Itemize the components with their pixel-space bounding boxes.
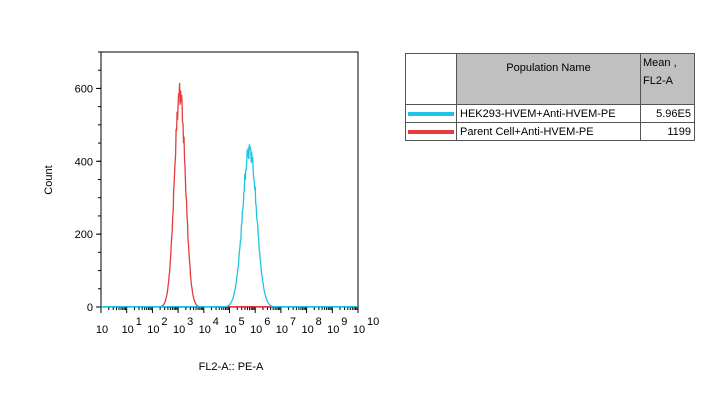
plot-frame	[100, 51, 359, 308]
x-tick-label-base: 10	[327, 324, 339, 336]
legend-row: HEK293-HVEM+Anti-HVEM-PE 5.96E5	[405, 104, 695, 123]
legend-header-blank	[405, 53, 457, 105]
legend-row-name: HEK293-HVEM+Anti-HVEM-PE	[456, 104, 641, 123]
y-tick-label: 200	[75, 229, 93, 241]
x-tick-label-base: 10	[353, 324, 365, 336]
x-tick-label-exponent: 3	[187, 316, 193, 328]
x-tick-label-exponent: 2	[161, 316, 167, 328]
legend-row-mean: 5.96E5	[640, 104, 695, 123]
legend-header-stat-line1: Mean ,	[643, 57, 677, 69]
y-tick-label: 0	[87, 302, 93, 314]
x-tick-label-base: 10	[301, 324, 313, 336]
x-tick-label-exponent: 1	[136, 316, 142, 328]
x-tick-label-exponent: 5	[239, 316, 245, 328]
y-axis-label: Count	[43, 165, 55, 194]
legend-swatch-hvem	[408, 111, 454, 116]
x-tick-label-base: 10	[96, 324, 108, 336]
x-axis-label: FL2-A:: PE-A	[199, 361, 264, 373]
legend-row-mean: 1199	[640, 122, 695, 141]
legend-row: Parent Cell+Anti-HVEM-PE 1199	[405, 122, 695, 141]
legend-row-name: Parent Cell+Anti-HVEM-PE	[456, 122, 641, 141]
x-tick-label-base: 10	[122, 324, 134, 336]
legend-swatch-cell	[405, 122, 457, 141]
x-tick-label-exponent: 9	[341, 316, 347, 328]
x-tick-label-exponent: 4	[213, 316, 219, 328]
histogram-curves	[101, 82, 358, 308]
histogram-series-parent-cell	[101, 82, 358, 308]
x-tick-label-exponent: 10	[367, 316, 379, 328]
x-tick-label-base: 10	[250, 324, 262, 336]
x-tick-label-base: 10	[147, 324, 159, 336]
x-tick-label-base: 10	[224, 324, 236, 336]
legend-swatch-parent	[408, 129, 454, 134]
y-tick-label: 400	[75, 156, 93, 168]
legend-header-name: Population Name	[456, 53, 641, 105]
x-tick-label-exponent: 7	[290, 316, 296, 328]
population-legend: Population Name Mean , FL2-A HEK293-HVEM…	[405, 53, 695, 141]
legend-swatch-cell	[405, 104, 457, 123]
legend-header-stat: Mean , FL2-A	[640, 53, 695, 105]
x-tick-label-base: 10	[173, 324, 185, 336]
x-tick-label-base: 10	[276, 324, 288, 336]
x-tick-label-exponent: 6	[264, 316, 270, 328]
legend-header-stat-line2: FL2-A	[643, 75, 673, 87]
x-tick-label-exponent: 8	[316, 316, 322, 328]
histogram-series-hek293-hvem	[101, 144, 358, 308]
x-tick-label-base: 10	[199, 324, 211, 336]
y-tick-label: 600	[75, 83, 93, 95]
